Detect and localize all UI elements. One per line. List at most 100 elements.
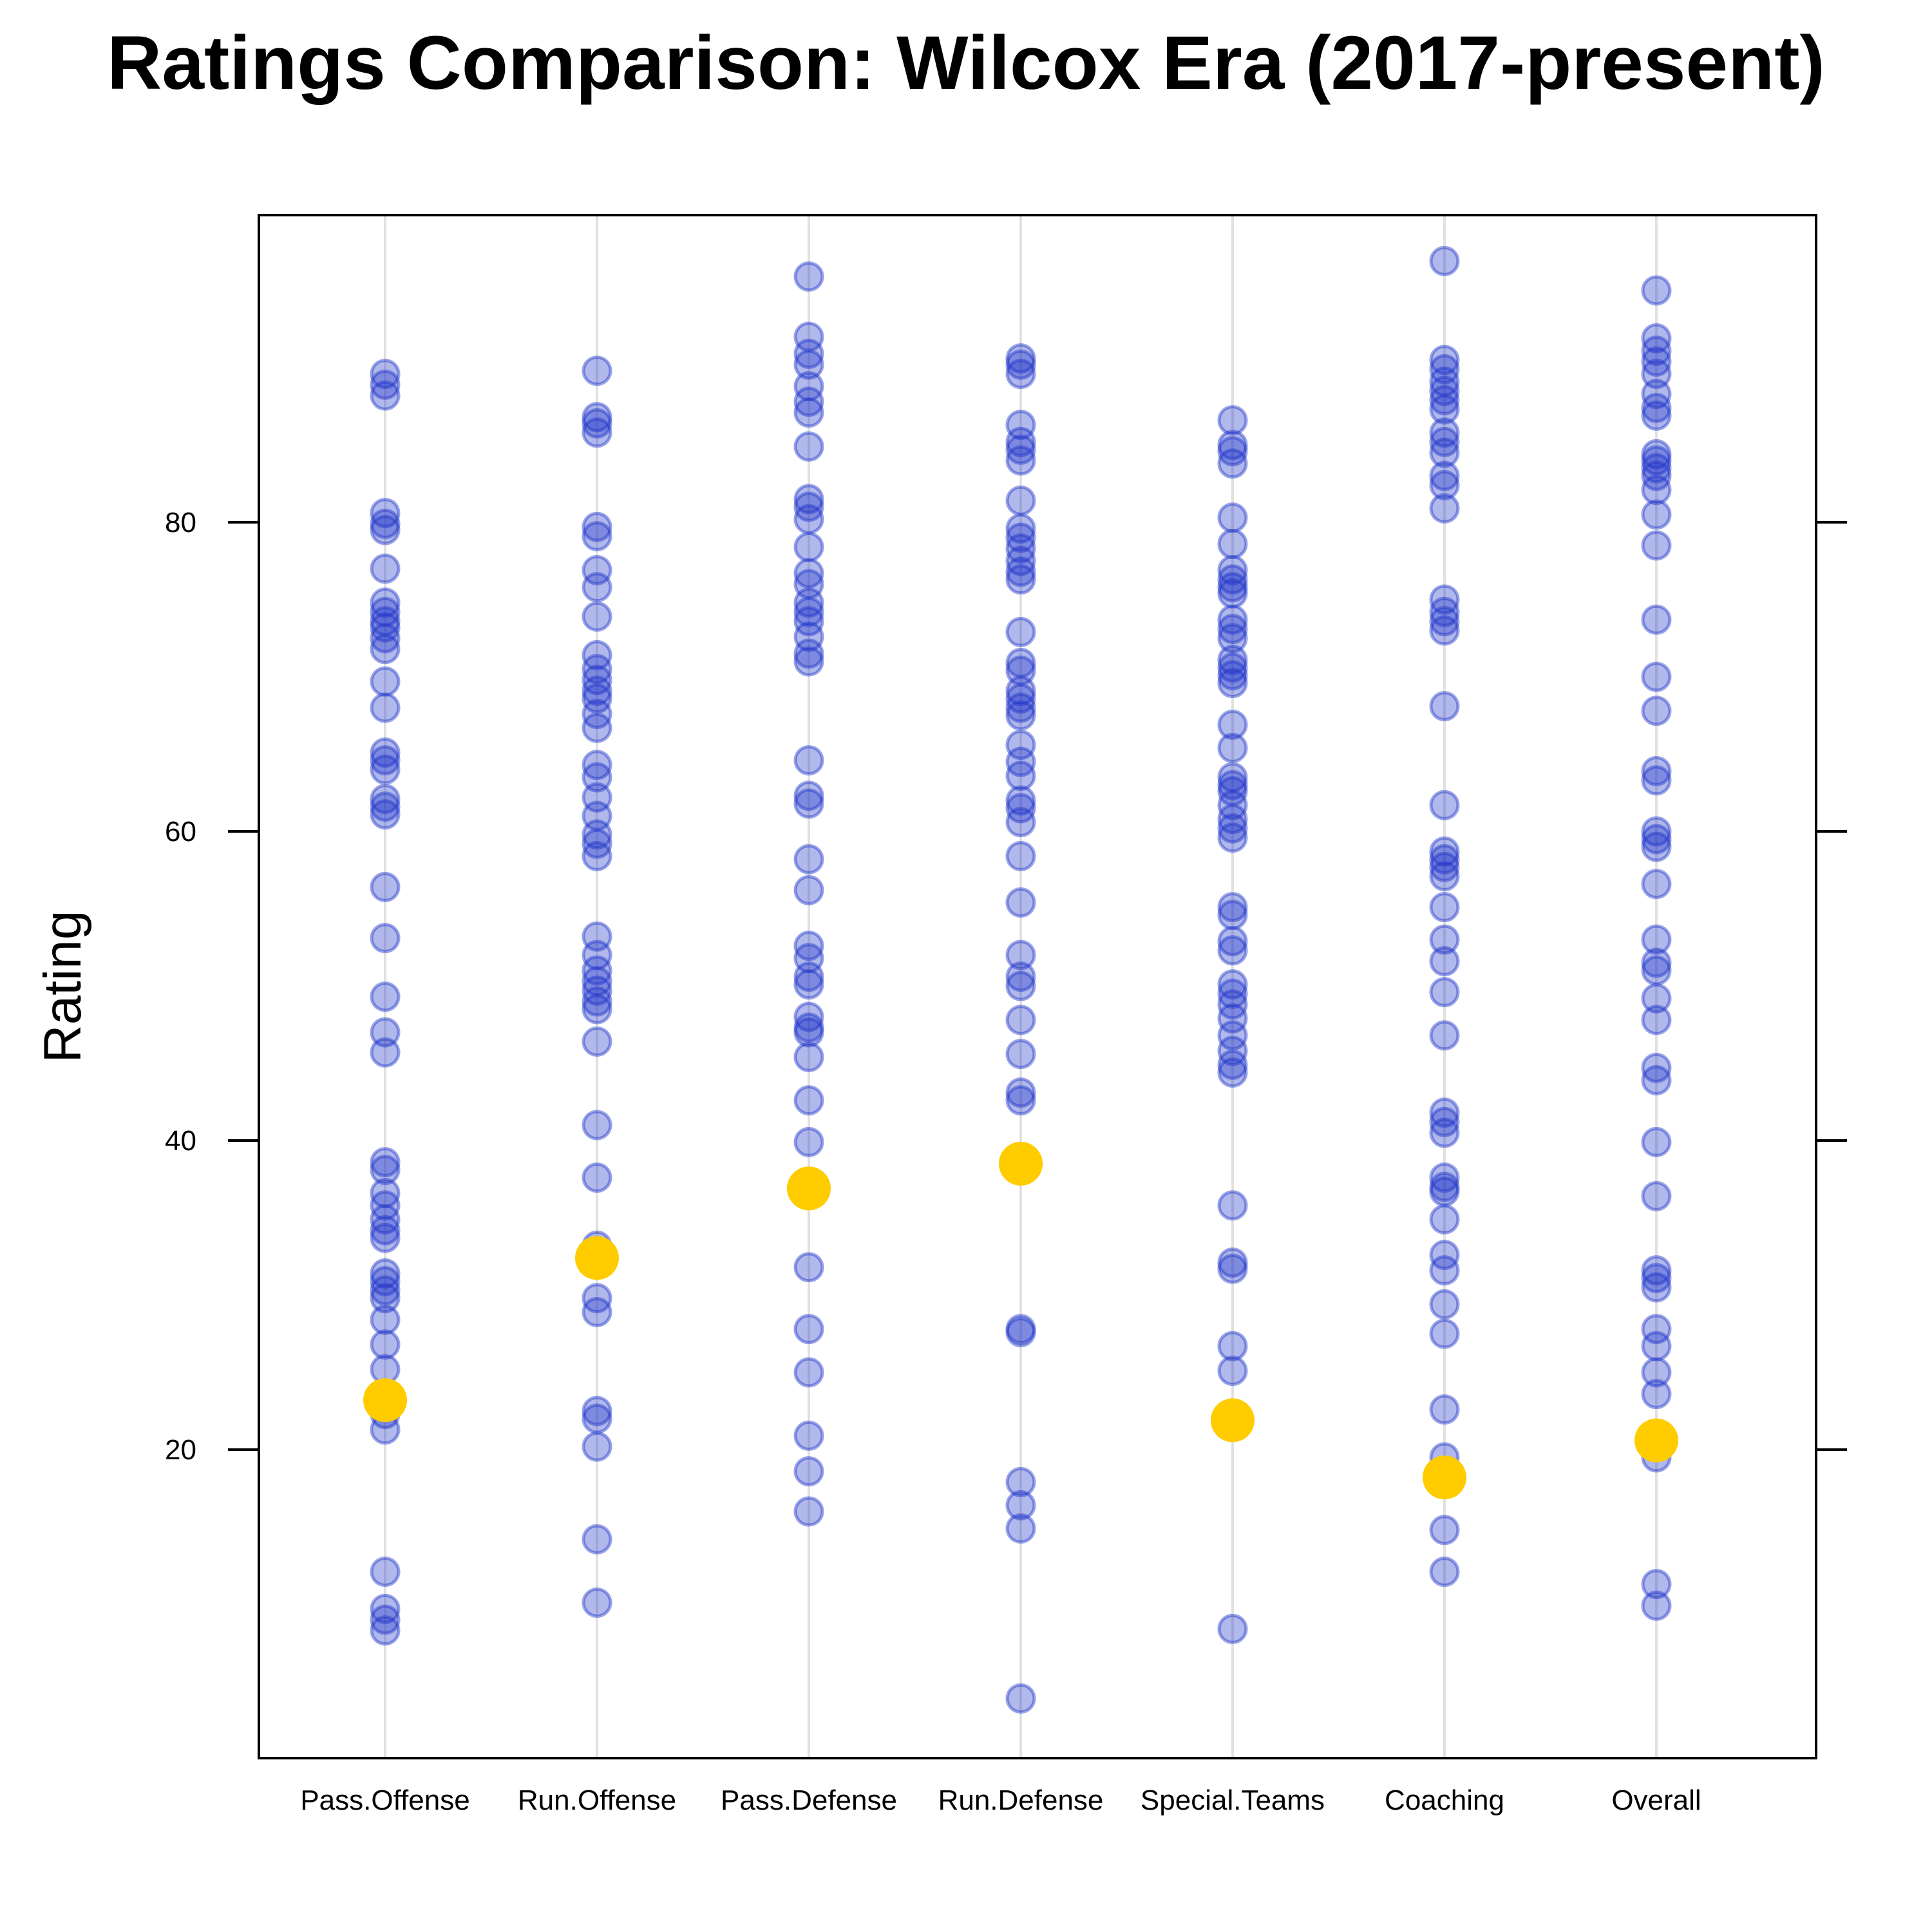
data-point bbox=[1217, 430, 1248, 460]
data-point bbox=[1005, 445, 1036, 476]
data-point bbox=[1005, 1085, 1036, 1116]
chart-title: Ratings Comparison: Wilcox Era (2017-pre… bbox=[107, 21, 1825, 106]
highlight-points bbox=[363, 1142, 1678, 1500]
data-point bbox=[1005, 700, 1036, 731]
data-point bbox=[1429, 1557, 1460, 1587]
data-point bbox=[1005, 545, 1036, 576]
data-point bbox=[793, 969, 824, 1000]
data-point bbox=[793, 491, 824, 522]
data-point bbox=[793, 1496, 824, 1527]
data-point bbox=[1429, 469, 1460, 500]
data-point bbox=[1217, 935, 1248, 966]
data-point bbox=[1641, 1379, 1672, 1410]
data-point bbox=[1641, 445, 1672, 476]
data-point bbox=[1005, 655, 1036, 686]
data-point bbox=[370, 1304, 401, 1335]
data-point bbox=[1429, 366, 1460, 397]
data-point bbox=[793, 621, 824, 652]
data-point bbox=[793, 1314, 824, 1345]
data-point bbox=[1005, 1005, 1036, 1036]
data-point bbox=[793, 646, 824, 677]
data-point bbox=[1641, 1314, 1672, 1345]
data-point bbox=[582, 921, 612, 952]
data-point bbox=[1641, 661, 1672, 692]
data-point bbox=[1217, 668, 1248, 699]
x-tick-label: Run.Defense bbox=[938, 1785, 1104, 1816]
data-point bbox=[582, 1162, 612, 1193]
data-point bbox=[1217, 790, 1248, 820]
data-point bbox=[370, 1615, 401, 1646]
data-point bbox=[1217, 1613, 1248, 1644]
data-point bbox=[1005, 647, 1036, 678]
data-point bbox=[1217, 660, 1248, 691]
data-point bbox=[793, 397, 824, 428]
data-point bbox=[793, 261, 824, 292]
data-point bbox=[1005, 683, 1036, 714]
data-point bbox=[370, 380, 401, 411]
data-point bbox=[582, 1587, 612, 1618]
data-point bbox=[793, 1420, 824, 1451]
data-point bbox=[582, 955, 612, 986]
data-point bbox=[793, 587, 824, 618]
y-axis-ticks: 20 40 60 80 bbox=[165, 507, 1847, 1466]
data-point bbox=[1641, 323, 1672, 354]
data-point bbox=[1005, 616, 1036, 647]
data-point bbox=[1429, 606, 1460, 637]
data-point bbox=[1429, 354, 1460, 384]
data-point bbox=[793, 1017, 824, 1048]
data-point bbox=[370, 634, 401, 665]
data-point bbox=[1429, 493, 1460, 524]
data-point bbox=[1217, 1003, 1248, 1034]
data-point bbox=[793, 638, 824, 669]
data-point bbox=[1005, 359, 1036, 390]
data-point bbox=[582, 994, 612, 1025]
data-point bbox=[1641, 755, 1672, 786]
data-point bbox=[1641, 983, 1672, 1014]
data-point bbox=[793, 1012, 824, 1043]
data-point bbox=[1005, 761, 1036, 791]
data-point bbox=[370, 1190, 401, 1221]
data-point bbox=[1641, 499, 1672, 530]
data-point bbox=[1005, 564, 1036, 595]
data-point bbox=[793, 349, 824, 380]
data-point bbox=[1217, 405, 1248, 436]
data-point bbox=[370, 923, 401, 954]
data-point bbox=[1641, 1590, 1672, 1621]
data-point bbox=[793, 531, 824, 562]
data-point bbox=[370, 692, 401, 723]
data-point bbox=[582, 511, 612, 542]
data-point bbox=[1217, 1190, 1248, 1221]
data-point bbox=[370, 359, 401, 390]
data-point bbox=[370, 1222, 401, 1253]
data-point bbox=[582, 1110, 612, 1141]
data-point bbox=[793, 844, 824, 875]
data-point bbox=[370, 745, 401, 776]
data-point bbox=[370, 1258, 401, 1289]
data-point bbox=[1641, 1357, 1672, 1388]
data-point bbox=[1641, 1272, 1672, 1303]
highlight-point bbox=[999, 1142, 1043, 1186]
data-point bbox=[1429, 1318, 1460, 1349]
data-point bbox=[793, 321, 824, 352]
y-tick-label: 20 bbox=[165, 1434, 196, 1466]
data-point bbox=[1429, 375, 1460, 406]
data-point bbox=[1217, 989, 1248, 1020]
data-point bbox=[1005, 1077, 1036, 1108]
data-point bbox=[793, 1456, 824, 1487]
data-point bbox=[1217, 1020, 1248, 1051]
data-point bbox=[582, 828, 612, 859]
data-point bbox=[370, 666, 401, 697]
data-point bbox=[370, 596, 401, 627]
data-points bbox=[370, 245, 1672, 1714]
data-point bbox=[1217, 1356, 1248, 1387]
data-point bbox=[1005, 1513, 1036, 1544]
data-point bbox=[1005, 940, 1036, 971]
data-point bbox=[1429, 892, 1460, 923]
data-point bbox=[1429, 426, 1460, 457]
data-point bbox=[793, 1252, 824, 1283]
data-point bbox=[1429, 861, 1460, 892]
data-point bbox=[1429, 615, 1460, 646]
data-point bbox=[1429, 394, 1460, 425]
data-point bbox=[1641, 1065, 1672, 1095]
x-tick-label: Coaching bbox=[1385, 1785, 1504, 1816]
